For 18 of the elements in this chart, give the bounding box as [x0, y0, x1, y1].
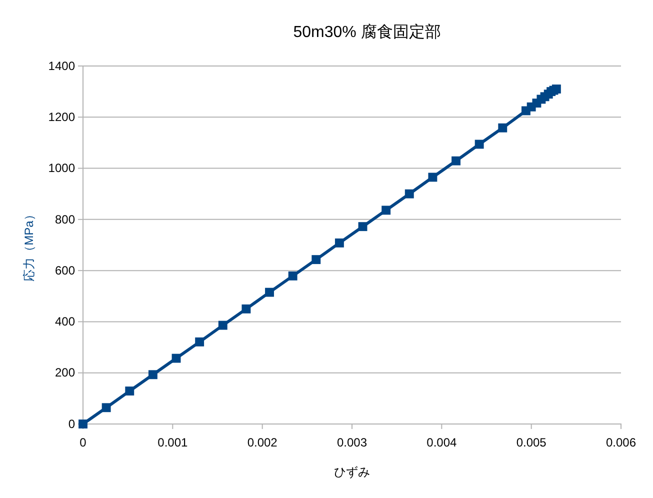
y-tick-label: 400 [54, 314, 76, 329]
x-tick-label: 0.002 [247, 435, 278, 450]
y-tick-label: 1400 [48, 58, 76, 73]
x-tick-label: 0 [80, 435, 87, 450]
x-tick-label: 0.003 [336, 435, 368, 450]
x-tick-label: 0.005 [516, 435, 547, 450]
y-tick-label: 0 [68, 416, 76, 431]
y-tick-label: 1200 [48, 110, 76, 124]
chart-title: 50m30% 腐食固定部 [293, 23, 441, 41]
y-axis-title: 応力（MPa） [22, 208, 36, 282]
x-tick-label: 0.004 [426, 435, 458, 450]
y-tick-label: 200 [54, 366, 76, 380]
y-tick-label: 600 [54, 263, 76, 278]
y-tick-label: 1000 [48, 161, 76, 176]
y-tick-label: 800 [54, 212, 76, 226]
x-axis-title: ひずみ [334, 465, 370, 479]
x-tick-label: 0.001 [158, 435, 188, 450]
x-tick-label: 0.006 [606, 435, 636, 450]
